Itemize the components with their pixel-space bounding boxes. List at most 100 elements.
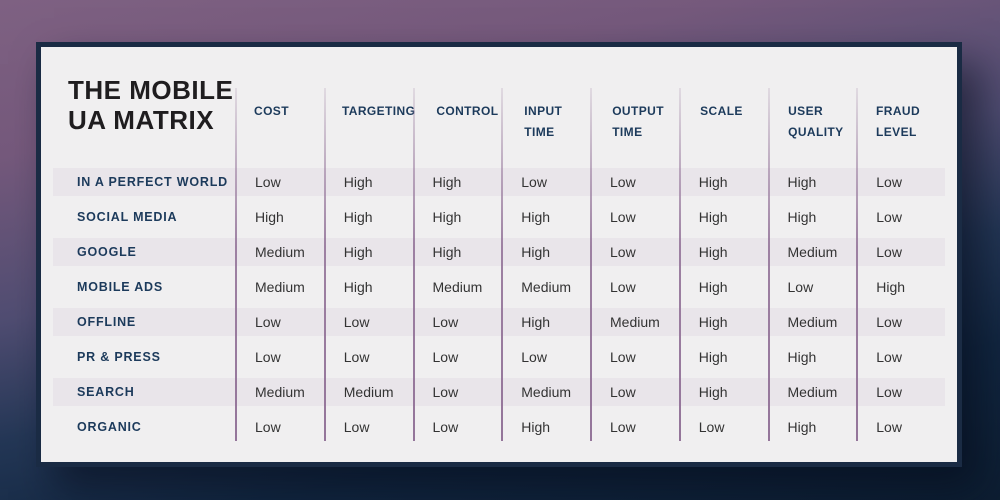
column-divider (412, 88, 415, 441)
value-cell: Low (876, 419, 902, 435)
value-cell: Low (876, 314, 902, 330)
value-cell: High (255, 209, 284, 225)
value-cell: Low (876, 244, 902, 260)
value-cell: Low (255, 174, 281, 190)
row-label: IN A PERFECT WORLD (77, 175, 228, 189)
value-cell: High (698, 279, 728, 295)
value-cell: Low (432, 419, 459, 435)
value-cell: Medium (787, 314, 838, 330)
value-cell: Low (343, 349, 370, 365)
value-cell: Low (255, 419, 281, 435)
value-cell: Low (255, 349, 281, 365)
value-cell: Low (610, 209, 636, 225)
value-cell: High (787, 419, 817, 435)
row-label: MOBILE ADS (77, 280, 164, 294)
column-header: COST (254, 104, 289, 118)
table-row: IN A PERFECT WORLD Low High High Low Low High H… (53, 168, 945, 196)
value-cell: Low (343, 419, 370, 435)
value-cell: Medium (610, 314, 660, 330)
value-cell: High (343, 209, 373, 225)
matrix-title-line1: THE MOBILE (68, 75, 234, 105)
value-cell: Medium (787, 244, 838, 260)
column-divider (856, 88, 859, 441)
value-cell: High (343, 174, 373, 190)
column-divider (767, 88, 770, 441)
value-cell: Low (876, 174, 902, 190)
value-cell: Low (343, 314, 370, 330)
row-label: ORGANIC (77, 420, 142, 434)
value-cell: High (521, 209, 551, 225)
table-row: OFFLINE Low Low Low High Medium High Medium Low (53, 308, 945, 336)
column-header: CONTROL (436, 104, 499, 118)
row-label: GOOGLE (77, 245, 137, 259)
value-cell: High (876, 279, 906, 295)
value-cell: High (432, 174, 462, 190)
table-row: GOOGLE Medium High High High Low High Medium Low (53, 238, 945, 266)
value-cell: Low (610, 349, 636, 365)
value-cell: Medium (255, 384, 305, 400)
value-cell: High (787, 349, 817, 365)
value-cell: Medium (255, 279, 305, 295)
column-divider (235, 88, 237, 441)
ua-matrix-card: THE MOBILE UA MATRIX COST TARGETING CONTRO… (36, 42, 962, 467)
value-cell: High (432, 209, 462, 225)
value-cell: Medium (255, 244, 305, 260)
table-body: IN A PERFECT WORLD Low High High Low Low High H… (53, 168, 945, 441)
value-cell: High (698, 174, 728, 190)
header-row: THE MOBILE UA MATRIX COST TARGETING CONTRO… (53, 47, 945, 168)
value-cell: High (698, 244, 728, 260)
table-row: SEARCH Medium Medium Low Medium Low High Medium… (53, 378, 945, 406)
column-header: OUTPUT TIME (612, 104, 664, 139)
value-cell: Low (610, 244, 636, 260)
value-cell: Medium (432, 279, 483, 295)
row-label: SEARCH (77, 385, 135, 399)
column-divider (323, 88, 326, 441)
table-row: ORGANIC Low Low Low High Low Low High Low (53, 413, 945, 441)
value-cell: High (698, 349, 728, 365)
value-cell: High (698, 314, 728, 330)
value-cell: Low (610, 174, 636, 190)
value-cell: High (787, 174, 817, 190)
value-cell: Low (432, 349, 459, 365)
value-cell: High (521, 419, 551, 435)
table-row: PR & PRESS Low Low Low Low Low High High Low (53, 343, 945, 371)
value-cell: Low (610, 279, 636, 295)
value-cell: Low (255, 314, 281, 330)
value-cell: Low (876, 384, 902, 400)
column-divider (590, 88, 592, 441)
value-cell: Low (432, 314, 459, 330)
value-cell: Low (698, 419, 725, 435)
matrix-title: THE MOBILE UA MATRIX (53, 47, 235, 135)
table-row: SOCIAL MEDIA High High High High Low High High L… (53, 203, 945, 231)
row-label: OFFLINE (77, 315, 137, 329)
table-row: MOBILE ADS Medium High Medium Medium Low High L… (53, 273, 945, 301)
row-label: SOCIAL MEDIA (77, 210, 178, 224)
value-cell: Low (610, 384, 636, 400)
column-header: FRAUD LEVEL (876, 104, 921, 139)
value-cell: Low (610, 419, 636, 435)
value-cell: High (698, 209, 728, 225)
column-header: USER QUALITY (788, 104, 844, 139)
value-cell: Low (876, 349, 902, 365)
value-cell: Low (787, 279, 814, 295)
value-cell: Low (432, 384, 459, 400)
value-cell: High (521, 244, 551, 260)
column-header: INPUT TIME (524, 104, 563, 139)
value-cell: Medium (521, 279, 572, 295)
value-cell: Low (521, 349, 547, 365)
value-cell: High (343, 244, 373, 260)
value-cell: Low (521, 174, 547, 190)
value-cell: Medium (343, 384, 394, 400)
ua-matrix-table: THE MOBILE UA MATRIX COST TARGETING CONTRO… (53, 47, 945, 462)
matrix-title-line2: UA MATRIX (68, 105, 215, 135)
value-cell: High (787, 209, 817, 225)
value-cell: Medium (787, 384, 838, 400)
column-header: TARGETING (341, 104, 416, 118)
row-label: PR & PRESS (77, 350, 161, 364)
value-cell: High (432, 244, 462, 260)
column-divider (501, 88, 504, 441)
value-cell: High (521, 314, 551, 330)
value-cell: Medium (521, 384, 572, 400)
value-cell: High (343, 279, 373, 295)
